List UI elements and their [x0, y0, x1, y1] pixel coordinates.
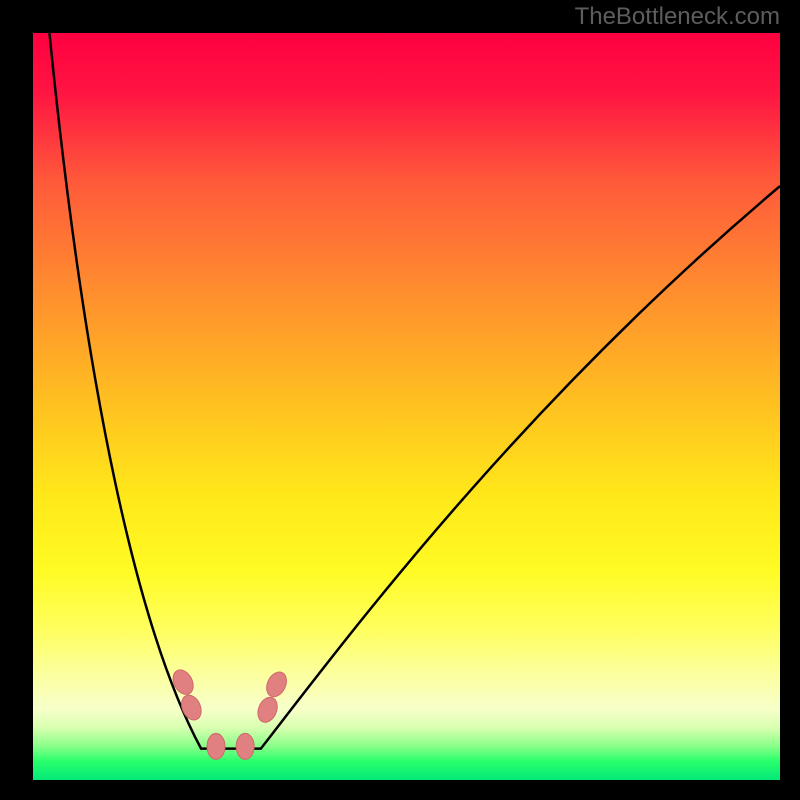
- data-marker: [236, 733, 254, 759]
- bottleneck-chart: TheBottleneck.com: [0, 0, 800, 800]
- data-marker: [207, 733, 225, 759]
- watermark-text: TheBottleneck.com: [575, 3, 780, 30]
- gradient-background: [33, 33, 780, 780]
